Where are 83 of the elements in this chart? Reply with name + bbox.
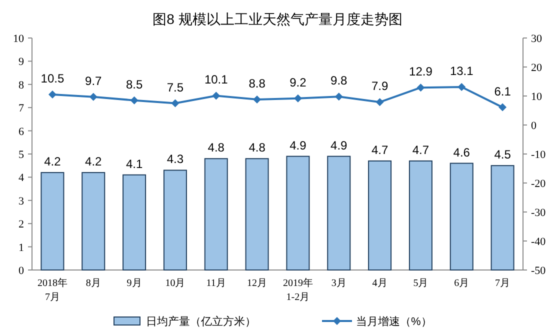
xtick: 5月 [413, 278, 428, 289]
ytick: 2 [18, 218, 24, 231]
bar [450, 162, 474, 270]
xtick: 2018年 7月 [37, 278, 68, 303]
bar [40, 172, 64, 270]
label: 4.2 [85, 154, 102, 169]
ytick: 0 [18, 265, 24, 277]
xtick: 9月 [126, 278, 142, 289]
point [89, 92, 98, 101]
label: 4.8 [208, 140, 224, 155]
bar [245, 158, 269, 270]
point [294, 94, 302, 102]
label: 13.1 [450, 64, 474, 78]
xtick: 10月 [165, 278, 186, 289]
point [253, 95, 262, 104]
label: 4.7 [412, 142, 430, 157]
title: 图8 规模以上工业天然气产量月度走势图 [152, 11, 402, 27]
label: 7.9 [371, 79, 388, 94]
label: 4.8 [248, 140, 266, 155]
y2tick: -20 [531, 178, 546, 190]
label: 7.5 [166, 80, 184, 94]
xtick: 2019年 1-2月 [282, 278, 313, 303]
bar [286, 156, 310, 270]
ytick: 6 [18, 126, 24, 138]
point [416, 84, 425, 92]
bar [82, 172, 106, 270]
label: 9.2 [290, 75, 306, 90]
ytick: 4 [18, 172, 24, 184]
y2tick: -40 [531, 236, 546, 248]
label: 9.7 [85, 74, 102, 88]
ytick: 10 [13, 33, 24, 45]
ytick: 1 [18, 242, 24, 254]
y2tick: 0 [531, 120, 536, 132]
y2tick: 20 [531, 62, 542, 74]
xtick: 7月 [495, 278, 510, 289]
label: 4.9 [290, 138, 306, 152]
label: 4.5 [494, 148, 511, 162]
bar [204, 158, 228, 270]
label: 8.8 [248, 76, 266, 90]
point [48, 90, 56, 99]
legend: 当月增速（%） [356, 316, 432, 328]
legend: 日均产量（亿立方米） [146, 316, 256, 328]
ytick: 8 [18, 79, 24, 92]
label: 10.1 [204, 72, 228, 87]
label: 4.3 [166, 152, 184, 166]
bar [368, 160, 392, 270]
label: 4.6 [453, 145, 470, 160]
label: 4.7 [371, 142, 388, 157]
bar [327, 156, 351, 270]
bar [122, 174, 146, 270]
point [498, 103, 507, 112]
y2tick: -30 [531, 207, 546, 219]
point [376, 98, 384, 106]
bar [163, 170, 187, 270]
point [334, 92, 343, 101]
xtick: 3月 [331, 278, 346, 289]
label: 6.1 [494, 84, 511, 98]
label: 9.8 [330, 74, 348, 88]
ytick: 3 [18, 195, 24, 208]
y2tick: 10 [531, 91, 542, 103]
point [212, 92, 220, 100]
label: 4.9 [330, 138, 348, 152]
xtick: 11月 [206, 278, 226, 289]
xtick: 8月 [86, 278, 101, 289]
ytick: 5 [18, 149, 24, 161]
point [458, 83, 466, 92]
ytick: 9 [18, 56, 24, 68]
label: 10.5 [40, 72, 64, 86]
xtick: 4月 [372, 278, 388, 289]
y2tick: 30 [531, 33, 542, 45]
y2tick: -50 [531, 265, 546, 277]
label: 12.9 [409, 64, 432, 79]
y2tick: -10 [531, 149, 546, 161]
xtick: 6月 [454, 278, 470, 289]
xtick: 12月 [247, 278, 268, 289]
point [130, 96, 138, 104]
bar [490, 165, 514, 270]
label: 4.2 [44, 154, 61, 169]
point [171, 99, 180, 108]
bar [408, 160, 432, 270]
label: 4.1 [126, 156, 143, 171]
label: 8.5 [126, 77, 143, 92]
ytick: 7 [18, 102, 24, 115]
